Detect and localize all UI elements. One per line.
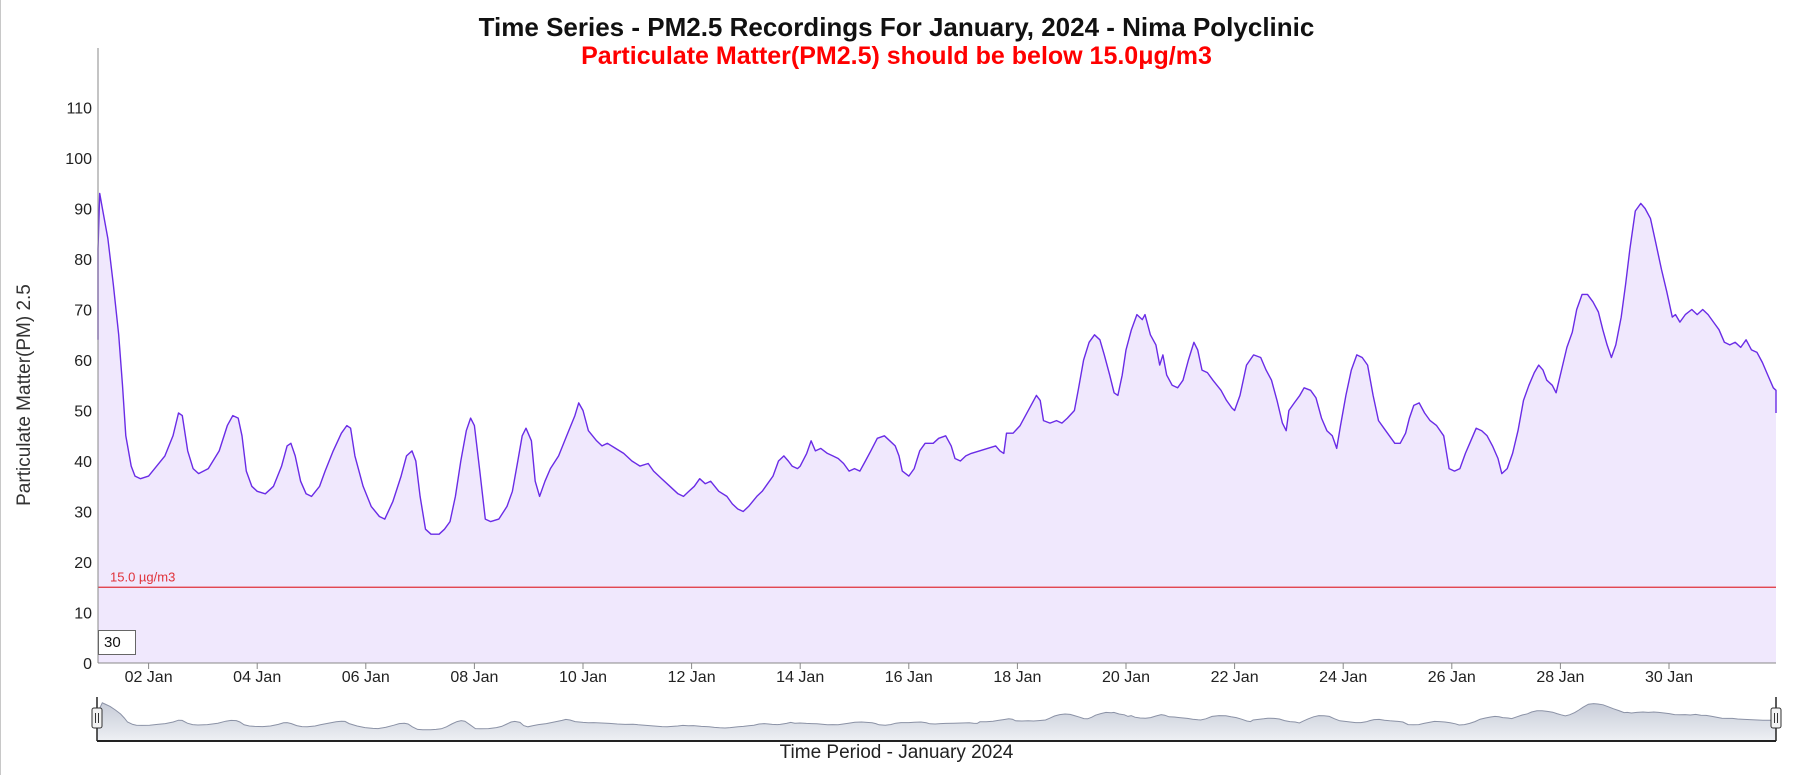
y-tick-label: 40 (74, 454, 92, 471)
navigator-line (96, 702, 1776, 731)
navigator-right-handle[interactable] (1770, 707, 1782, 729)
series-area-fill (98, 193, 1776, 663)
y-tick-label: 60 (74, 353, 92, 370)
y-tick-label: 50 (74, 404, 92, 421)
navigator-area (97, 702, 1776, 741)
y-tick-label: 110 (66, 101, 92, 118)
navigator[interactable] (91, 697, 1782, 742)
y-axis-title: Particulate Matter(PM) 2.5 (14, 284, 35, 506)
y-tick-label: 30 (74, 505, 92, 522)
x-tick-label: 08 Jan (450, 669, 498, 686)
series-line (97, 192, 1777, 535)
x-tick-label: 26 Jan (1428, 669, 1476, 686)
chart-subtitle: Particulate Matter(PM2.5) should be belo… (581, 42, 1212, 70)
page-left-border (0, 0, 1, 775)
x-tick-label: 22 Jan (1211, 669, 1259, 686)
y-tick-label: 80 (74, 252, 92, 269)
x-tick-label: 12 Jan (668, 669, 716, 686)
y-tick-label: 0 (83, 656, 92, 673)
y-tick-label: 70 (74, 303, 92, 320)
rolling-window-input[interactable]: 30 (98, 630, 136, 655)
x-tick-label: 24 Jan (1319, 669, 1367, 686)
x-tick-label: 10 Jan (559, 669, 607, 686)
x-tick-label: 18 Jan (993, 669, 1041, 686)
y-tick-label: 20 (74, 555, 92, 572)
y-tick-label: 100 (65, 151, 92, 168)
y-tick-label: 10 (74, 606, 92, 623)
x-tick-label: 28 Jan (1536, 669, 1584, 686)
x-tick-label: 14 Jan (776, 669, 824, 686)
chart-title: Time Series - PM2.5 Recordings For Janua… (478, 12, 1315, 42)
y-tick-label: 90 (74, 202, 92, 219)
threshold-layer: 15.0 µg/m3 (98, 569, 1776, 588)
x-tick-label: 06 Jan (342, 669, 390, 686)
threshold-label: 15.0 µg/m3 (110, 569, 175, 584)
navigator-left-handle[interactable] (91, 707, 103, 729)
axis-layer: 0 10 20 30 40 50 60 70 80 90 100 110 02 Jan 04 Jan 06 … (65, 48, 1776, 686)
handle-grip[interactable] (91, 707, 103, 729)
handle-grip[interactable] (1770, 707, 1782, 729)
area-layer (97, 192, 1777, 663)
x-tick-label: 04 Jan (233, 669, 281, 686)
x-tick-label: 16 Jan (885, 669, 933, 686)
x-tick-label: 30 Jan (1645, 669, 1693, 686)
x-tick-label: 20 Jan (1102, 669, 1150, 686)
navigator-axis-title: Time Period - January 2024 (779, 742, 1014, 763)
x-tick-label: 02 Jan (125, 669, 173, 686)
